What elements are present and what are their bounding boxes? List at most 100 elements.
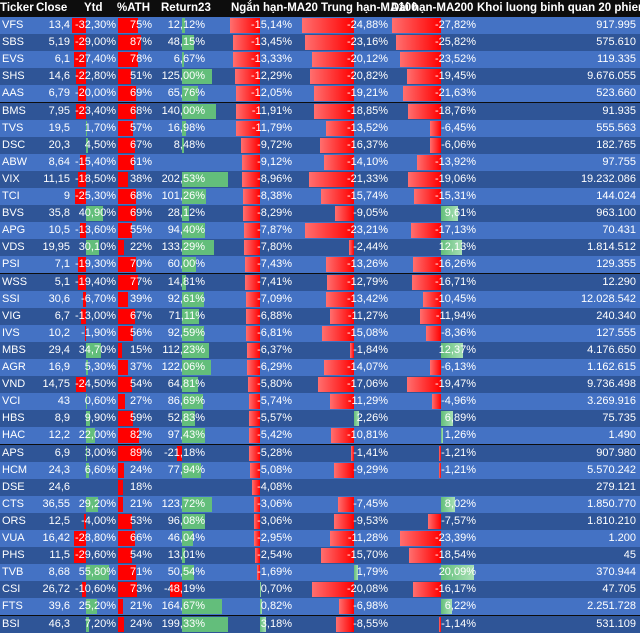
- volume-cell: 12.028.542: [580, 292, 636, 305]
- ath-value: 71%: [129, 566, 152, 579]
- ma20-bar: [243, 206, 260, 222]
- ma100-bar: [310, 69, 354, 85]
- table-row: WSS 5,1 -19,40% 77% 14,81% -7,41% -12,79% -16,7…: [0, 273, 640, 291]
- ret-bar: [182, 428, 206, 444]
- column-header: Close: [36, 2, 68, 14]
- ticker-cell: TVB: [2, 566, 24, 579]
- ytd-value: -6,70%: [81, 292, 116, 305]
- ath-value: 67%: [129, 138, 152, 151]
- ma200-bar: [441, 206, 458, 222]
- ma20-bar: [233, 35, 260, 51]
- ret-bar: [182, 206, 189, 222]
- ret-value: 164,67%: [161, 600, 205, 613]
- ytd-bar: [77, 257, 86, 273]
- ret-bar: [182, 35, 194, 51]
- ma20-value: -7,80%: [257, 241, 292, 254]
- ath-value: 18%: [129, 480, 152, 493]
- ma100-value: -15,70%: [347, 549, 388, 562]
- ret-bar: [182, 120, 187, 136]
- ath-value: 54%: [129, 549, 152, 562]
- ath-value: 68%: [129, 104, 152, 117]
- ma100-value: [328, 479, 388, 496]
- ytd-value: 25,20%: [78, 600, 116, 613]
- ma200-value: -25,82%: [435, 36, 476, 49]
- ma200-value: -1,21%: [441, 446, 476, 459]
- ma100-value: -15,08%: [347, 326, 388, 339]
- volume-cell: 907.980: [596, 446, 636, 459]
- ma100-bar: [318, 377, 354, 393]
- ath-value: 56%: [129, 326, 152, 339]
- ma200-value: -11,94%: [435, 309, 476, 322]
- ma20-bar: [247, 360, 260, 375]
- ma200-bar: [430, 137, 441, 153]
- ret-bar: [182, 531, 194, 546]
- volume-cell: 5.570.242: [587, 463, 636, 476]
- ret-value: 199,33%: [161, 617, 205, 630]
- ma100-bar: [348, 240, 354, 256]
- table-row: DSC 20,3 4,50% 67% 8,48% -9,72% -16,37% -6,06% 1…: [0, 136, 640, 154]
- ytd-value: -10,60%: [75, 583, 116, 596]
- ath-value: 53%: [129, 514, 152, 527]
- ath-value: 67%: [129, 309, 152, 322]
- close-cell: 6,1: [54, 53, 70, 66]
- ma200-value: [416, 479, 476, 496]
- ath-value: 70%: [129, 258, 152, 271]
- ma100-bar: [330, 394, 354, 410]
- ytd-bar: [73, 548, 86, 564]
- volume-cell: 119.335: [597, 53, 636, 66]
- ma200-value: -15,31%: [435, 190, 476, 202]
- ath-bar: [118, 565, 137, 581]
- ticker-cell: ORS: [2, 514, 26, 527]
- ma20-value: -5,42%: [257, 429, 292, 442]
- ytd-value: -22,80%: [75, 70, 116, 83]
- ath-value: 21%: [129, 497, 152, 510]
- ma200-value: -19,06%: [435, 172, 476, 185]
- ma100-bar: [326, 257, 354, 273]
- ma200-bar: [441, 411, 454, 427]
- column-header: Dài hạn-MA200: [391, 2, 474, 14]
- ma20-value: 0,82%: [260, 600, 292, 613]
- ticker-cell: HCM: [2, 463, 28, 476]
- ath-bar: [118, 462, 125, 478]
- ytd-value: -29,60%: [75, 549, 116, 562]
- ma20-bar: [244, 223, 260, 239]
- ma20-bar: [248, 411, 260, 427]
- ma200-bar: [392, 18, 441, 33]
- table-row: FTS 39,6 25,20% 21% 164,67% 0,82% -6,98% 6,22% 2…: [0, 598, 640, 616]
- ytd-value: 5,30%: [84, 361, 116, 373]
- ytd-value: 29,20%: [78, 497, 116, 510]
- ticker-cell: VFS: [2, 19, 24, 31]
- ma200-value: -16,17%: [435, 583, 476, 596]
- ret-value: 123,72%: [161, 497, 205, 510]
- close-cell: 14,75: [42, 378, 70, 391]
- ytd-bar: [84, 513, 86, 529]
- ticker-cell: VND: [2, 378, 26, 391]
- ticker-cell: VUA: [2, 532, 25, 544]
- volume-cell: 523.660: [596, 87, 636, 100]
- ticker-cell: DSE: [2, 480, 25, 493]
- ticker-cell: TVS: [2, 121, 24, 134]
- ret-bar: [182, 189, 207, 204]
- ma200-bar: [438, 462, 441, 478]
- ma200-bar: [441, 428, 444, 444]
- ret-bar: [182, 240, 214, 256]
- ma200-value: -6,45%: [441, 121, 476, 134]
- ytd-bar: [85, 325, 87, 341]
- ytd-value: -19,30%: [75, 258, 116, 271]
- ma20-bar: [249, 428, 260, 444]
- ma200-bar: [411, 274, 441, 290]
- ma20-bar: [253, 513, 260, 529]
- table-row: BSI 46,3 7,20% 24% 199,33% 3,18% -8,55% -1,14% 5…: [0, 615, 640, 633]
- ret-value: 16,98%: [167, 121, 205, 134]
- ma100-value: -14,10%: [347, 155, 388, 168]
- ma100-value: -20,82%: [347, 70, 388, 83]
- ma100-value: -11,27%: [347, 309, 388, 322]
- ticker-cell: CSI: [2, 583, 21, 596]
- ma200-value: -10,45%: [435, 292, 476, 305]
- ytd-value: -15,40%: [75, 155, 116, 168]
- ytd-value: 40,90%: [78, 207, 116, 220]
- column-header: Khoi luong binh quan 20 phien: [477, 2, 640, 14]
- ma200-value: 12,37%: [438, 343, 476, 356]
- ath-bar: [118, 240, 124, 256]
